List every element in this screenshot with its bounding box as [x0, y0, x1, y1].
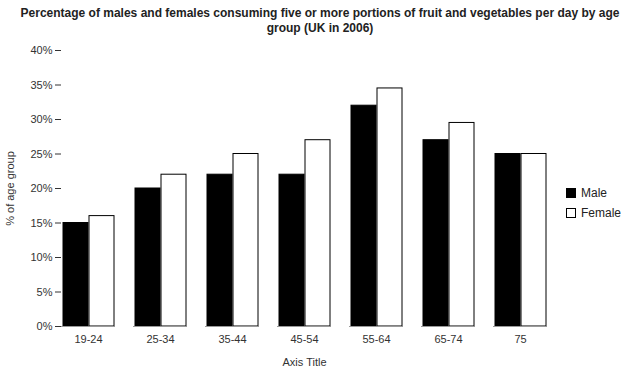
- svg-text:25-34: 25-34: [146, 333, 174, 345]
- svg-text:0%: 0%: [37, 320, 53, 332]
- svg-text:65-74: 65-74: [434, 333, 462, 345]
- svg-text:19-24: 19-24: [74, 333, 102, 345]
- svg-text:35-44: 35-44: [218, 333, 246, 345]
- html-text:Percentage of males and female: Percentage of males and females consumin…: [20, 6, 620, 35]
- svg-text:15%: 15%: [30, 217, 52, 229]
- svg-text:30%: 30%: [30, 113, 52, 125]
- html-text:Female: Female: [581, 206, 621, 220]
- svg-text:45-54: 45-54: [290, 333, 318, 345]
- svg-text:20%: 20%: [30, 182, 52, 194]
- svg-text:Axis Title: Axis Title: [282, 356, 326, 368]
- svg-text:10%: 10%: [30, 251, 52, 263]
- svg-text:5%: 5%: [37, 286, 53, 298]
- svg-text:35%: 35%: [30, 79, 52, 91]
- html-text:Male: Male: [581, 186, 607, 200]
- svg-text:55-64: 55-64: [362, 333, 390, 345]
- svg-text:% of age group: % of age group: [4, 151, 16, 226]
- svg-text:75: 75: [514, 333, 526, 345]
- svg-text:25%: 25%: [30, 148, 52, 160]
- svg-text:40%: 40%: [30, 44, 52, 56]
